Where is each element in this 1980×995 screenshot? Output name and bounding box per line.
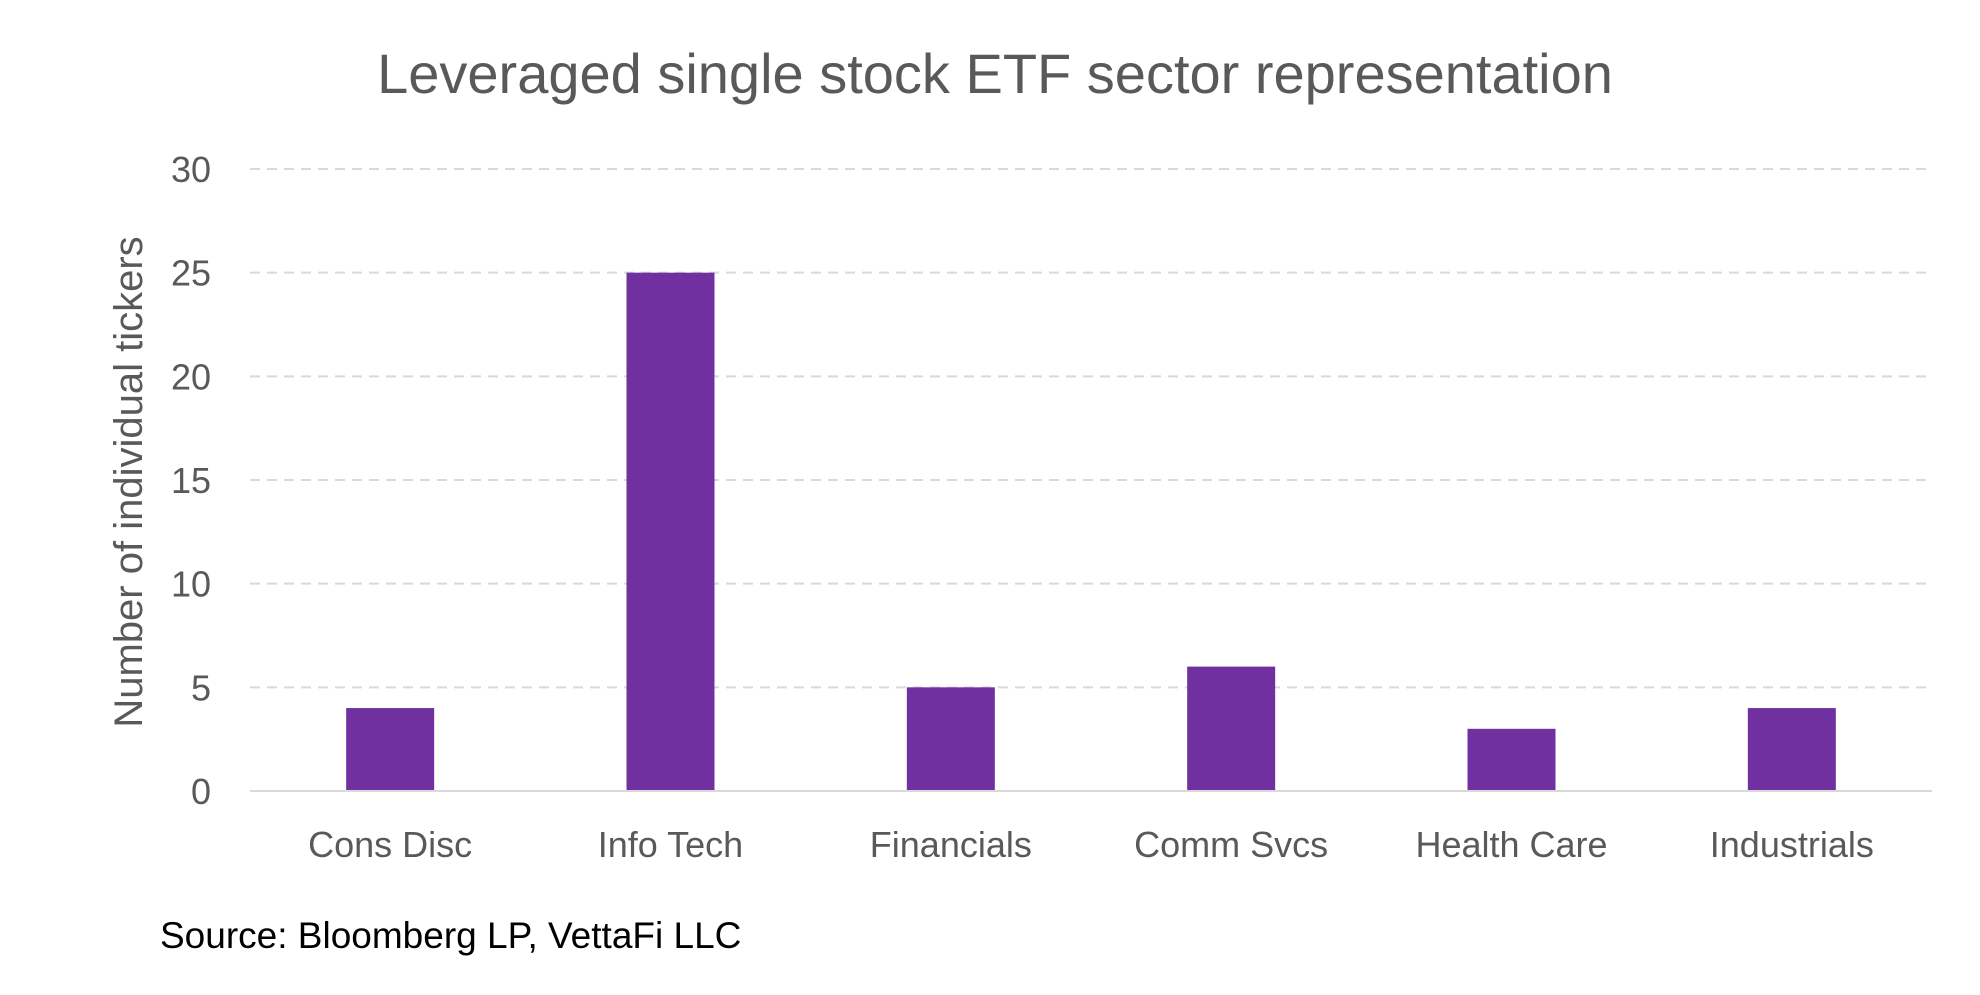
x-tick-label: Financials xyxy=(870,824,1032,865)
y-tick-label: 5 xyxy=(191,667,211,708)
bar-info-tech xyxy=(626,272,715,792)
bar-cons-disc xyxy=(346,708,435,791)
y-tick-label: 30 xyxy=(171,149,211,190)
bar-health-care xyxy=(1467,728,1556,791)
x-tick-label: Info Tech xyxy=(598,824,743,865)
x-tick-label: Industrials xyxy=(1710,824,1874,865)
bars xyxy=(346,272,1836,792)
source-note: Source: Bloomberg LP, VettaFi LLC xyxy=(160,915,741,956)
y-tick-label: 15 xyxy=(171,460,211,501)
gridlines xyxy=(250,168,1932,689)
y-tick-label: 10 xyxy=(171,564,211,605)
bar-industrials xyxy=(1747,708,1836,791)
x-tick-label: Comm Svcs xyxy=(1134,824,1328,865)
y-tick-label: 25 xyxy=(171,253,211,294)
bar-comm-svcs xyxy=(1187,666,1276,791)
x-tick-label: Health Care xyxy=(1415,824,1607,865)
y-tick-label: 20 xyxy=(171,356,211,397)
x-tick-label: Cons Disc xyxy=(308,824,472,865)
bar-financials xyxy=(906,687,995,791)
chart-title: Leveraged single stock ETF sector repres… xyxy=(377,42,1613,105)
y-axis-label: Number of individual tickers xyxy=(107,236,151,727)
y-tick-label: 0 xyxy=(191,771,211,812)
y-axis-ticks: 0 5 10 15 20 25 30 xyxy=(171,149,211,812)
x-axis-category-labels: Cons Disc Info Tech Financials Comm Svcs Hea… xyxy=(308,824,1874,865)
